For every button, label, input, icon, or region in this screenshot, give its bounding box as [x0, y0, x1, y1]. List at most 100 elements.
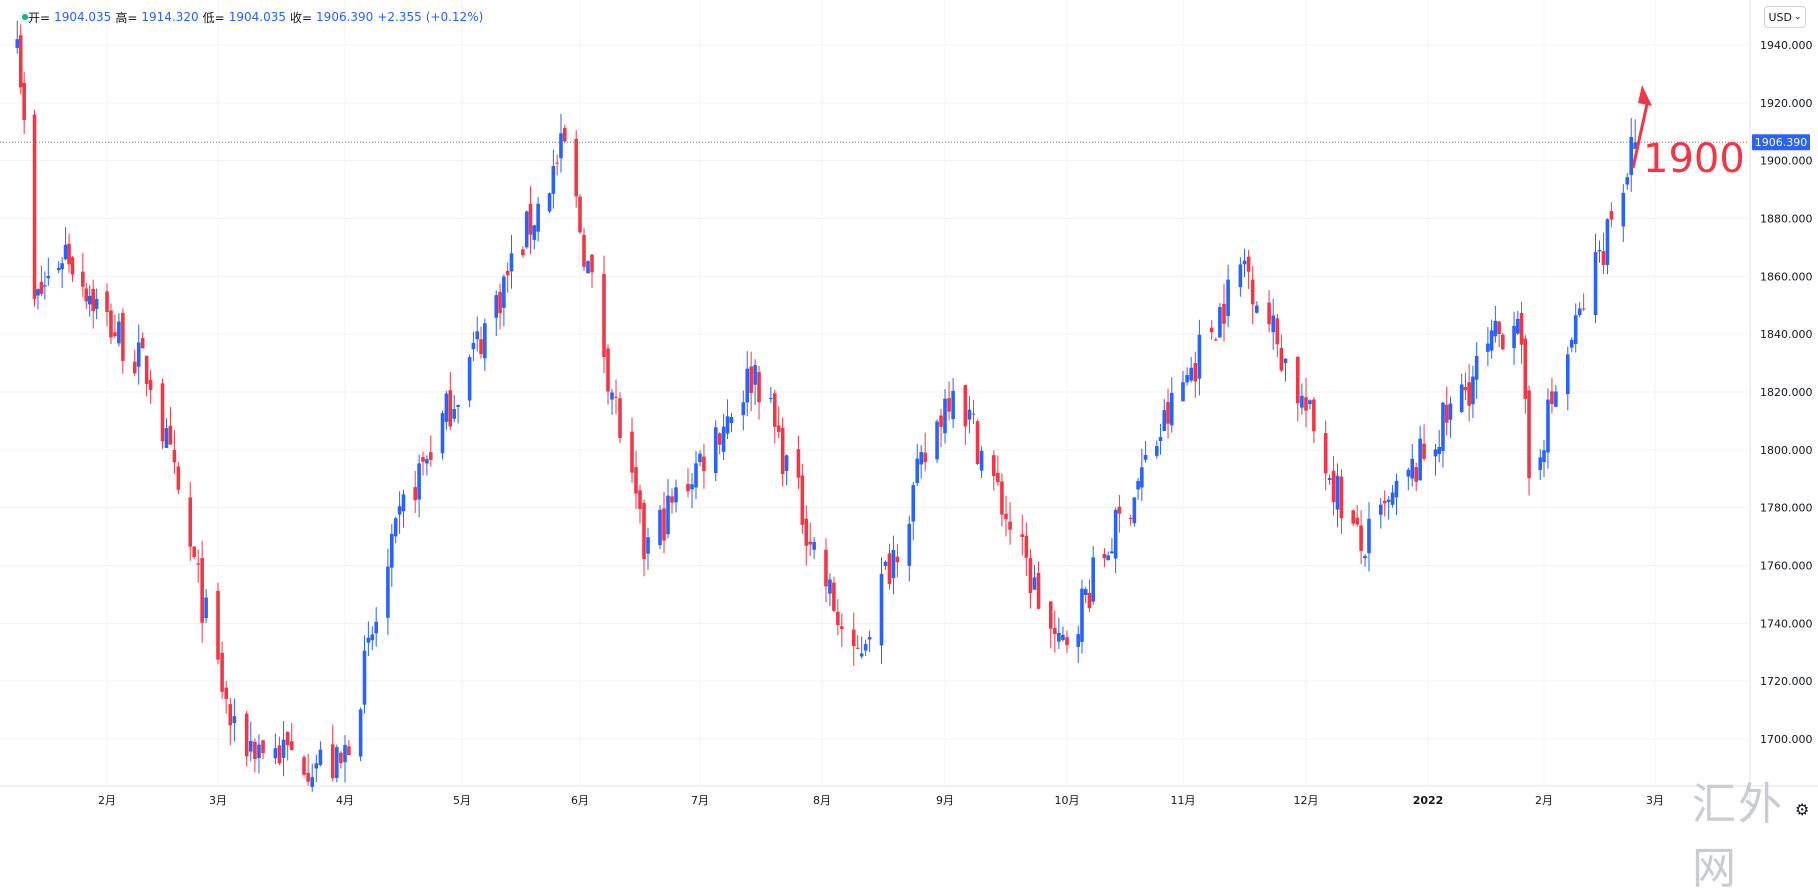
candle-body [971, 413, 976, 415]
candle-body [273, 748, 278, 759]
candle-body [505, 270, 510, 276]
candle-body [634, 467, 638, 494]
candle-body [94, 298, 99, 309]
close-label: 收= [289, 10, 313, 25]
gear-icon[interactable]: ⚙ [1795, 800, 1810, 819]
currency-select[interactable]: USD ⌄ [1764, 6, 1806, 28]
y-tick-label: 1700.000 [1760, 733, 1813, 746]
candle-body [84, 288, 89, 302]
candle-body [772, 393, 777, 427]
candle-body [1394, 480, 1399, 498]
candle-body [1573, 315, 1578, 344]
candle-body [1185, 375, 1189, 383]
candle-body [70, 257, 75, 275]
chart-area[interactable]: 1700.000 1720.000 1740.000 1760.000 1780.000… [0, 0, 1818, 819]
candle-body [1327, 478, 1332, 480]
candle-body [1169, 392, 1174, 426]
candle-body [1308, 400, 1312, 405]
annotation-arrow-head [1638, 85, 1652, 106]
candle-body [1102, 553, 1107, 559]
candle-body [1359, 525, 1363, 551]
candle-body [1004, 513, 1008, 520]
candle-body [509, 253, 514, 272]
candle-body [1444, 404, 1449, 423]
candle-body [498, 291, 502, 314]
candle-body [347, 746, 351, 756]
candle-body [1053, 627, 1057, 634]
candle-body [87, 295, 92, 305]
candle-body [1597, 250, 1602, 252]
price-chart[interactable]: 1700.000 1720.000 1740.000 1760.000 1780.000… [0, 0, 1818, 819]
candle-body [1601, 251, 1606, 265]
candle-body [1497, 321, 1501, 334]
candle-body [943, 398, 947, 434]
candle-body [1410, 458, 1415, 479]
candle-body [1140, 467, 1144, 488]
low-value: 1904.035 [228, 10, 286, 24]
y-tick-label: 1920.000 [1760, 97, 1813, 110]
x-tick-label: 10月 [1055, 794, 1080, 807]
candle-body [757, 372, 761, 403]
candle-body [1463, 387, 1468, 391]
candle-body [630, 431, 634, 473]
candle-body [536, 203, 540, 232]
candle-body [1367, 518, 1371, 554]
candle-body [562, 128, 567, 142]
candle-body [555, 162, 559, 164]
candle-body [686, 483, 690, 492]
candle-body [46, 275, 51, 279]
candle-body [421, 456, 425, 462]
candle-body [1197, 334, 1202, 379]
candle-body [81, 271, 85, 287]
candle-body [1459, 384, 1464, 413]
candle-body [1437, 446, 1442, 455]
candle-body [440, 413, 445, 454]
x-tick-label: 3月 [209, 794, 227, 807]
candle-body [1569, 339, 1574, 348]
candle-body [840, 626, 844, 629]
candle-body [1132, 497, 1137, 524]
candle-body [808, 541, 812, 545]
ohlc-legend: 开= 1904.035 高= 1914.320 低= 1904.035 收= 1906.… [28, 9, 483, 25]
candle-body [939, 415, 943, 427]
candle-body [1323, 433, 1328, 474]
candle-body [832, 582, 836, 611]
candle-body [646, 537, 650, 554]
candle-body [1300, 395, 1304, 408]
x-tick-label: 2022 [1413, 794, 1444, 807]
candle-body [1565, 354, 1570, 395]
candle-body [1546, 399, 1550, 453]
candle-body [1136, 480, 1140, 490]
open-value: 1904.035 [54, 10, 112, 24]
candle-body [1143, 454, 1148, 460]
candle-body [1433, 449, 1438, 457]
candle-body [1158, 437, 1163, 442]
candle-body [1000, 481, 1004, 515]
candle-body [1538, 457, 1543, 470]
candle-body [725, 416, 730, 434]
x-tick-label: 4月 [336, 794, 354, 807]
candle-body [261, 740, 265, 754]
candle-body [602, 274, 606, 358]
candle-body [362, 650, 367, 705]
last-price-tag [1752, 134, 1810, 151]
candle-body [996, 472, 1000, 483]
candle-body [606, 348, 610, 392]
candle-body [979, 450, 984, 471]
x-tick-label: 8月 [813, 794, 831, 807]
high-value: 1914.320 [141, 10, 199, 24]
candle-body [919, 452, 923, 465]
candle-body [483, 323, 487, 359]
candle-body [658, 509, 662, 546]
candle-body [314, 763, 319, 769]
candle-body [200, 558, 204, 623]
candle-body [674, 487, 678, 503]
candle-body [574, 138, 578, 197]
candle-body [694, 463, 698, 488]
candle-body [887, 553, 892, 584]
candle-body [248, 740, 253, 752]
candle-body [1080, 588, 1084, 642]
candle-body [1390, 492, 1395, 505]
y-tick-label: 1840.000 [1760, 328, 1813, 341]
candle-body [302, 757, 306, 775]
